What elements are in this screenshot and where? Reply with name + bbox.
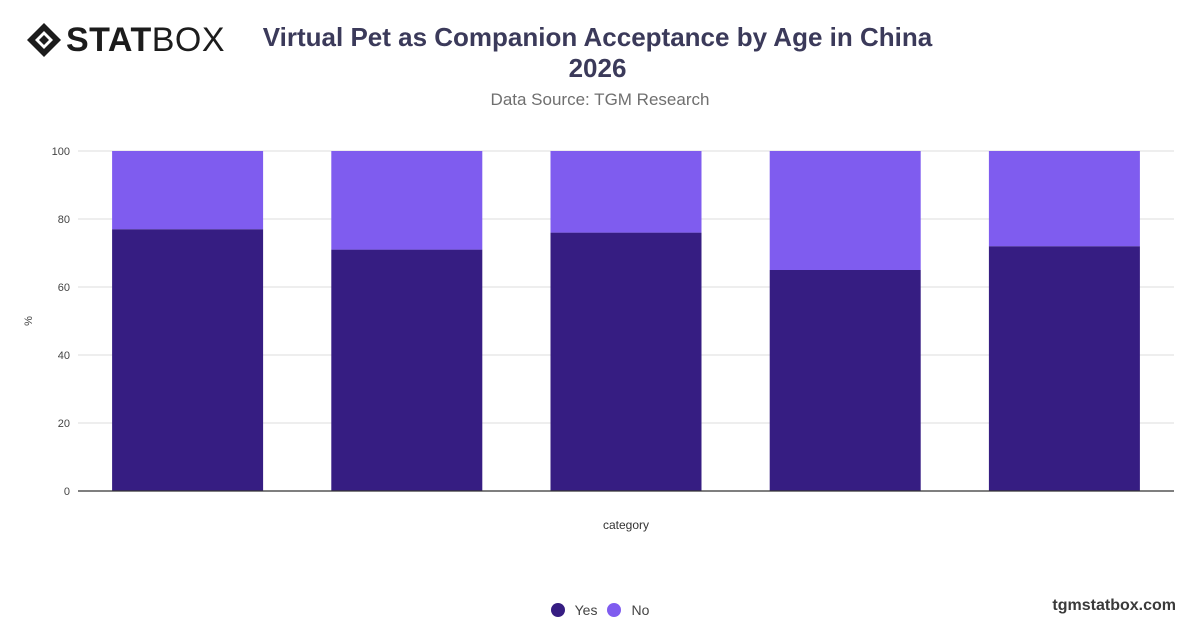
logo-wordmark-bold: STAT bbox=[66, 21, 152, 59]
logo-wordmark: STATBOX bbox=[66, 22, 225, 58]
legend-label-no: No bbox=[631, 602, 650, 618]
bar-yes-5[interactable] bbox=[988, 246, 1140, 491]
bar-no-4[interactable] bbox=[769, 151, 921, 270]
bar-no-1[interactable] bbox=[112, 151, 264, 230]
statbox-diamond-icon bbox=[27, 23, 61, 57]
bar-no-2[interactable] bbox=[331, 151, 483, 250]
y-tick-label: 80 bbox=[58, 214, 70, 226]
logo-wordmark-light: BOX bbox=[151, 21, 226, 59]
y-tick-label: 40 bbox=[58, 350, 70, 362]
legend-swatch-yes bbox=[550, 603, 565, 617]
legend-label-yes: Yes bbox=[574, 602, 598, 618]
axes: 0 20 40 60 80 100 category% bbox=[23, 146, 1174, 532]
bar-no-3[interactable] bbox=[550, 151, 702, 233]
chart-legend: Yes No bbox=[0, 602, 1200, 618]
footer-site-link[interactable]: tgmstatbox.com bbox=[1052, 597, 1176, 614]
chart-title: Virtual Pet as Companion Acceptance by A… bbox=[250, 22, 945, 84]
bar-yes-1[interactable] bbox=[112, 229, 264, 491]
y-tick-label: 0 bbox=[64, 486, 70, 498]
x-axis-title: category bbox=[603, 518, 649, 532]
y-tick-label: 60 bbox=[58, 282, 70, 294]
bars bbox=[112, 151, 1140, 491]
legend-item-yes[interactable]: Yes bbox=[550, 602, 598, 618]
y-tick-label: 20 bbox=[58, 418, 70, 430]
bar-yes-4[interactable] bbox=[769, 270, 921, 491]
bar-no-5[interactable] bbox=[988, 151, 1140, 247]
chart-title-line2: 2026 bbox=[568, 53, 627, 83]
y-tick-label: 100 bbox=[52, 146, 70, 158]
bar-yes-2[interactable] bbox=[331, 249, 483, 491]
legend-swatch-no bbox=[607, 603, 622, 617]
legend-item-no[interactable]: No bbox=[607, 602, 649, 618]
chart-title-line1: Virtual Pet as Companion Acceptance by A… bbox=[262, 22, 933, 52]
chart-subtitle: Data Source: TGM Research bbox=[490, 90, 710, 109]
bar-yes-3[interactable] bbox=[550, 232, 702, 491]
statbox-logo: STATBOX bbox=[26, 22, 225, 58]
y-axis-title: % bbox=[23, 316, 35, 326]
